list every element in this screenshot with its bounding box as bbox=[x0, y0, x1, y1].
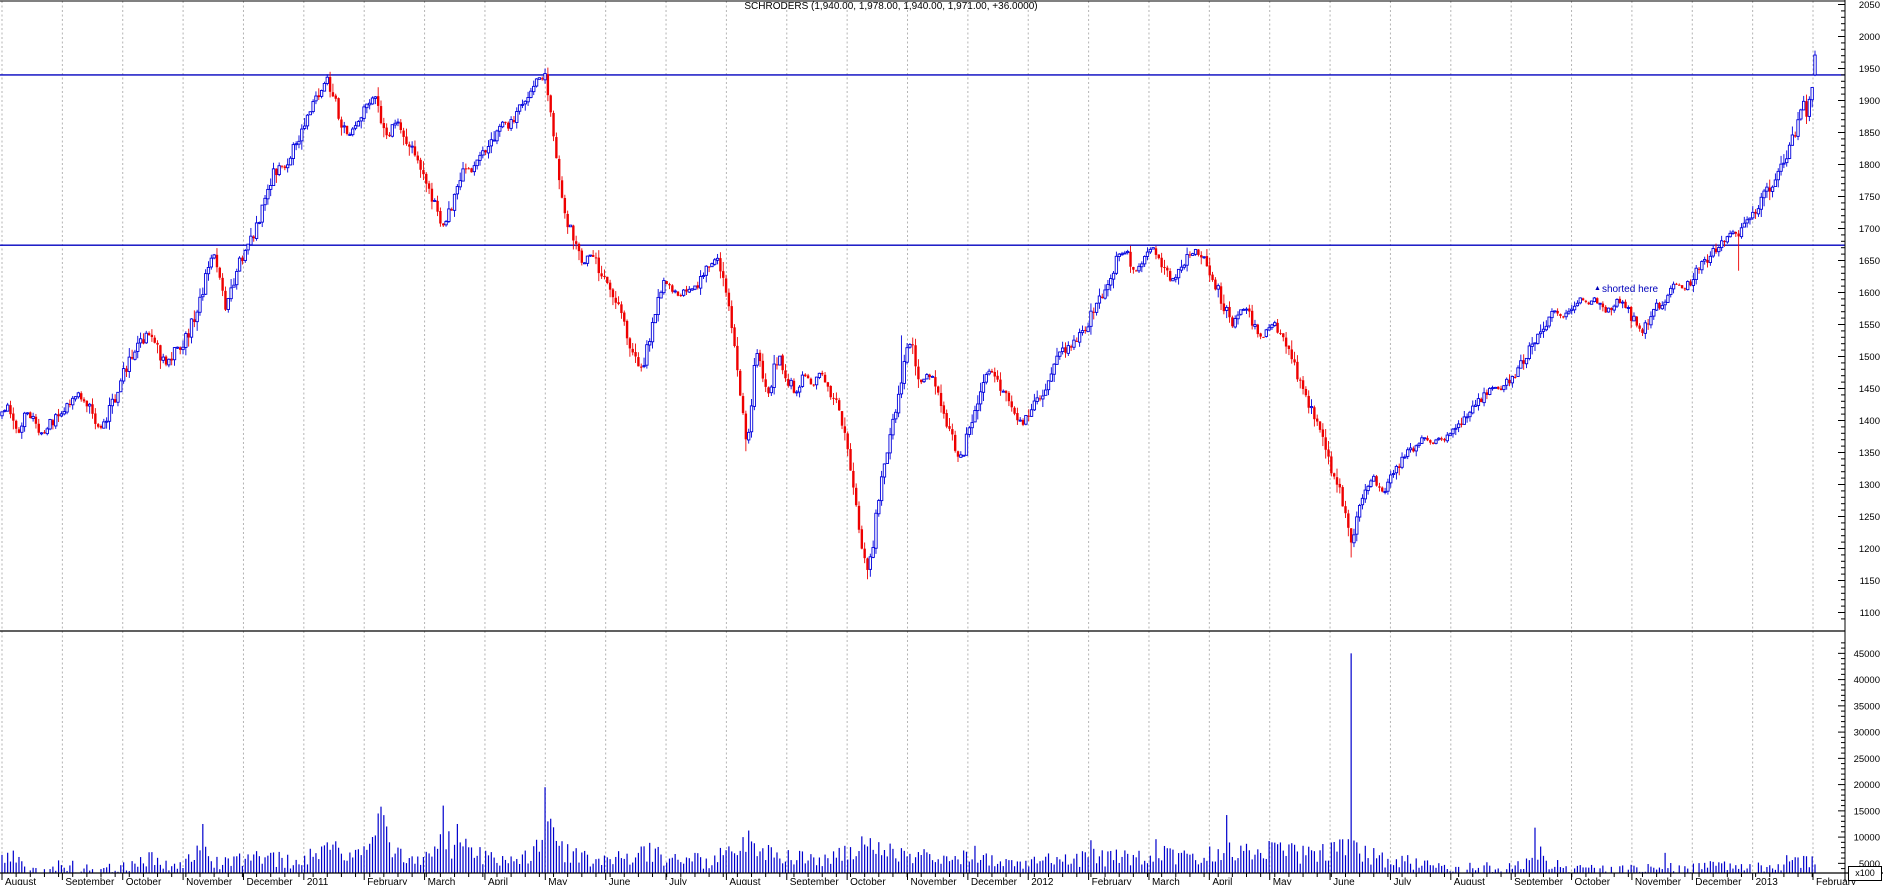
svg-text:1250: 1250 bbox=[1859, 512, 1880, 523]
svg-text:March: March bbox=[428, 877, 456, 885]
svg-text:1300: 1300 bbox=[1859, 480, 1880, 491]
svg-text:5000: 5000 bbox=[1859, 859, 1880, 870]
svg-text:November: November bbox=[186, 877, 233, 885]
svg-text:40000: 40000 bbox=[1854, 675, 1880, 686]
svg-text:September: September bbox=[1514, 877, 1564, 885]
svg-text:August: August bbox=[5, 877, 36, 885]
svg-text:1200: 1200 bbox=[1859, 544, 1880, 555]
svg-text:September: September bbox=[790, 877, 840, 885]
svg-text:June: June bbox=[1333, 877, 1355, 885]
svg-text:May: May bbox=[1273, 877, 1292, 885]
svg-text:February: February bbox=[367, 877, 407, 885]
candles-layer bbox=[0, 50, 1817, 580]
svg-text:August: August bbox=[1454, 877, 1485, 885]
svg-text:1100: 1100 bbox=[1860, 608, 1880, 619]
svg-text:1550: 1550 bbox=[1859, 320, 1880, 331]
svg-text:February: February bbox=[1092, 877, 1132, 885]
svg-text:2000: 2000 bbox=[1859, 32, 1880, 43]
svg-text:2013: 2013 bbox=[1756, 877, 1779, 885]
price-axis: 1100 1150 1200 1250 1300 1350 1400 1450 1500 1550… bbox=[1838, 0, 1880, 620]
svg-text:1500: 1500 bbox=[1859, 352, 1880, 363]
svg-text:December: December bbox=[246, 877, 293, 885]
annotation-text: shorted here bbox=[1601, 284, 1659, 295]
svg-text:2012: 2012 bbox=[1031, 877, 1054, 885]
svg-text:45000: 45000 bbox=[1854, 649, 1880, 660]
svg-text:1850: 1850 bbox=[1859, 128, 1880, 139]
svg-text:1450: 1450 bbox=[1859, 384, 1880, 395]
chart-title: SCHRODERS (1,940.00, 1,978.00, 1,940.00,… bbox=[744, 1, 1038, 12]
svg-text:25000: 25000 bbox=[1854, 754, 1880, 765]
svg-text:10000: 10000 bbox=[1854, 833, 1880, 844]
svg-text:March: March bbox=[1152, 877, 1180, 885]
svg-text:December: December bbox=[971, 877, 1018, 885]
svg-text:1900: 1900 bbox=[1859, 96, 1880, 107]
svg-text:April: April bbox=[1212, 877, 1232, 885]
svg-text:35000: 35000 bbox=[1854, 701, 1880, 712]
svg-text:April: April bbox=[488, 877, 508, 885]
svg-text:1750: 1750 bbox=[1859, 192, 1880, 203]
svg-text:August: August bbox=[729, 877, 760, 885]
svg-text:30000: 30000 bbox=[1854, 728, 1880, 739]
svg-text:July: July bbox=[1393, 877, 1411, 885]
svg-text:1700: 1700 bbox=[1859, 224, 1880, 235]
svg-text:15000: 15000 bbox=[1854, 806, 1880, 817]
svg-text:1650: 1650 bbox=[1859, 256, 1880, 267]
svg-text:1350: 1350 bbox=[1859, 448, 1880, 459]
month-gridlines bbox=[1, 1, 1814, 873]
svg-text:September: September bbox=[65, 877, 115, 885]
volume-bars-layer bbox=[1, 653, 1816, 873]
svg-text:October: October bbox=[850, 877, 886, 885]
up-arrow-icon: ▲ bbox=[1594, 285, 1601, 292]
svg-text:1600: 1600 bbox=[1859, 288, 1880, 299]
svg-text:November: November bbox=[911, 877, 958, 885]
support-resistance-lines bbox=[0, 74, 1845, 246]
svg-text:December: December bbox=[1695, 877, 1742, 885]
svg-text:May: May bbox=[548, 877, 567, 885]
svg-text:June: June bbox=[609, 877, 631, 885]
x-axis: August September October November December 20… bbox=[1, 873, 1856, 885]
volume-unit-badge: x100 bbox=[1848, 866, 1882, 881]
svg-text:1950: 1950 bbox=[1859, 64, 1880, 75]
svg-text:1400: 1400 bbox=[1859, 416, 1880, 427]
svg-text:October: October bbox=[1575, 877, 1611, 885]
svg-text:1150: 1150 bbox=[1860, 576, 1880, 587]
svg-text:2050: 2050 bbox=[1859, 0, 1880, 11]
svg-text:February: February bbox=[1816, 877, 1856, 885]
svg-text:July: July bbox=[669, 877, 687, 885]
svg-text:October: October bbox=[126, 877, 162, 885]
svg-text:2011: 2011 bbox=[307, 877, 329, 885]
shorted-here-annotation: ▲shorted here bbox=[1594, 284, 1658, 295]
volume-axis: 5000 10000 15000 20000 25000 30000 35000 40000 4… bbox=[1838, 642, 1880, 870]
svg-text:20000: 20000 bbox=[1854, 780, 1880, 791]
svg-text:November: November bbox=[1635, 877, 1682, 885]
svg-text:1800: 1800 bbox=[1859, 160, 1880, 171]
